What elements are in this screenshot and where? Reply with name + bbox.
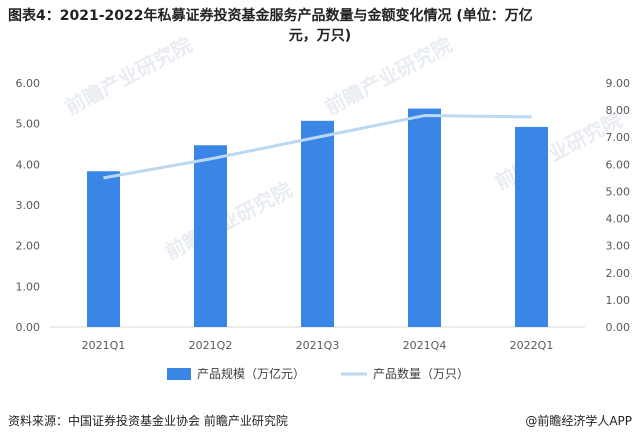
watermark-2: 前瞻产业研究院 xyxy=(161,177,296,264)
bar-2021Q4 xyxy=(408,108,441,328)
x-tick-label: 2021Q4 xyxy=(403,339,447,352)
y-right-tick-label: 8.00 xyxy=(606,104,631,117)
watermark-3: 前瞻产业研究院 xyxy=(491,107,626,194)
legend-label-bar: 产品规模（万亿元） xyxy=(197,366,305,381)
chart-title: 图表4：2021-2022年私募证券投资基金服务产品数量与金额变化情况 (单位：… xyxy=(8,6,632,46)
source-note: 资料来源：中国证券投资基金业协会 前瞻产业研究院 xyxy=(8,414,288,428)
legend-label-line: 产品数量（万只） xyxy=(373,366,469,381)
x-tick-label: 2021Q3 xyxy=(296,339,340,352)
chart-title-line2: 元，万只) xyxy=(288,28,352,44)
line-point-2021Q3 xyxy=(317,136,318,138)
y-left-tick-label: 3.00 xyxy=(16,199,41,212)
chart-title-line1: 图表4：2021-2022年私募证券投资基金服务产品数量与金额变化情况 (单位：… xyxy=(8,8,533,24)
y-right-tick-label: 4.00 xyxy=(606,213,631,226)
y-left-tick-label: 6.00 xyxy=(16,77,41,90)
y-right-tick-label: 1.00 xyxy=(606,294,631,307)
y-right-tick-label: 3.00 xyxy=(606,240,631,253)
y-left-tick-label: 2.00 xyxy=(16,240,41,253)
y-right-tick-label: 9.00 xyxy=(606,77,631,90)
y-right-tick-label: 0.00 xyxy=(606,321,631,334)
line-point-2022Q1 xyxy=(531,116,532,118)
bar-2021Q1 xyxy=(87,171,120,327)
watermark-1: 前瞻产业研究院 xyxy=(321,32,456,119)
y-right-tick-label: 6.00 xyxy=(606,158,631,171)
line-point-2021Q2 xyxy=(210,158,211,160)
bar-2021Q3 xyxy=(301,120,334,327)
x-tick-label: 2021Q2 xyxy=(189,339,233,352)
y-left-tick-label: 0.00 xyxy=(16,321,41,334)
line-point-2021Q4 xyxy=(424,115,425,117)
legend-swatch-bar xyxy=(167,368,191,380)
line-point-2021Q1 xyxy=(103,177,104,179)
x-tick-label: 2021Q1 xyxy=(82,339,126,352)
bar-2021Q2 xyxy=(194,145,227,327)
y-left-tick-label: 4.00 xyxy=(16,158,41,171)
y-right-tick-label: 5.00 xyxy=(606,185,631,198)
x-tick-label: 2022Q1 xyxy=(510,339,554,352)
brand-credit: @前瞻经济学人APP xyxy=(525,414,632,428)
y-left-tick-label: 1.00 xyxy=(16,280,41,293)
bar-2022Q1 xyxy=(515,126,548,327)
y-right-tick-label: 2.00 xyxy=(606,267,631,280)
y-right-tick-label: 7.00 xyxy=(606,131,631,144)
y-left-tick-label: 5.00 xyxy=(16,118,41,131)
watermark-0: 前瞻产业研究院 xyxy=(61,32,196,119)
